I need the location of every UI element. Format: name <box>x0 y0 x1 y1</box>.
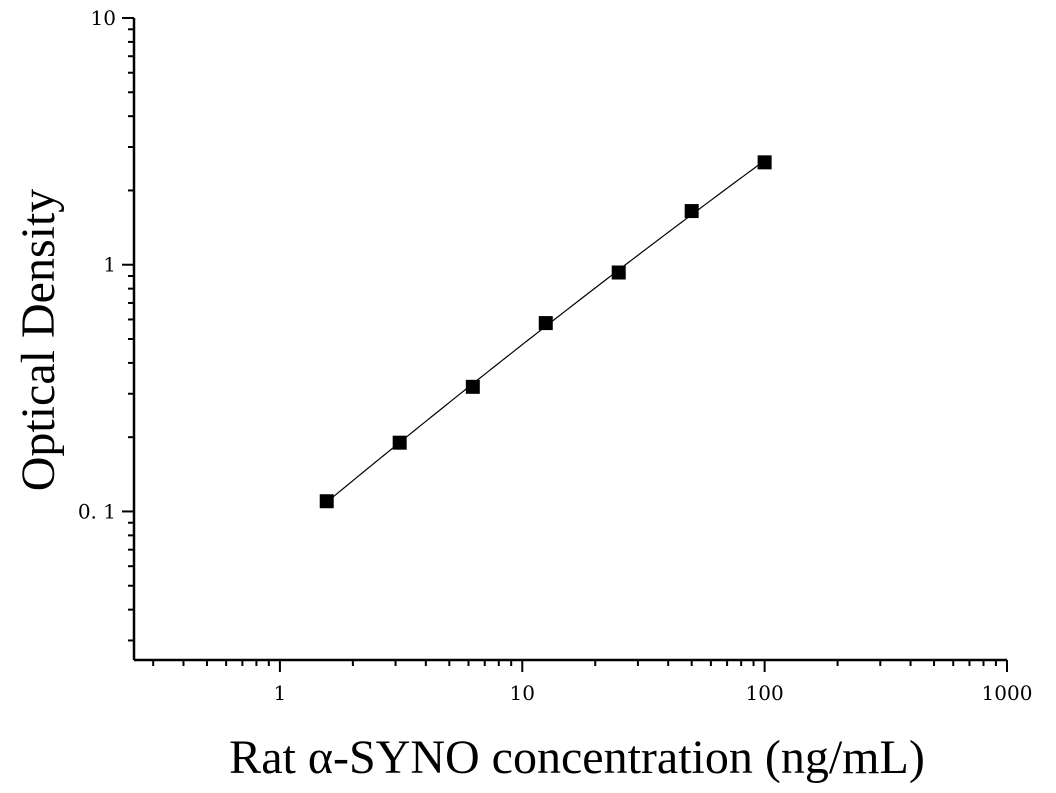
data-point <box>538 316 553 331</box>
x-tick-label: 1 <box>274 681 287 705</box>
fit-curve-group <box>326 160 765 503</box>
data-points <box>319 155 772 509</box>
y-axis-title: Optical Density <box>12 189 65 492</box>
x-axis-title: Rat α-SYNO concentration (ng/mL) <box>229 731 925 784</box>
data-point <box>465 379 480 394</box>
axes <box>132 18 1007 662</box>
x-tick-label: 10 <box>510 681 535 705</box>
data-point <box>757 155 772 170</box>
ticks: 1 10 100 1000 0. 1 1 10 <box>78 6 1033 705</box>
fit-curve <box>326 160 765 503</box>
y-tick-label: 0. 1 <box>78 499 116 523</box>
data-point <box>392 435 407 450</box>
data-point <box>611 265 626 280</box>
y-tick-label: 1 <box>103 253 116 277</box>
x-tick-label: 1000 <box>982 681 1033 705</box>
x-tick-label: 100 <box>746 681 784 705</box>
data-point <box>684 204 699 219</box>
data-point <box>319 494 334 509</box>
y-tick-label: 10 <box>91 6 116 30</box>
